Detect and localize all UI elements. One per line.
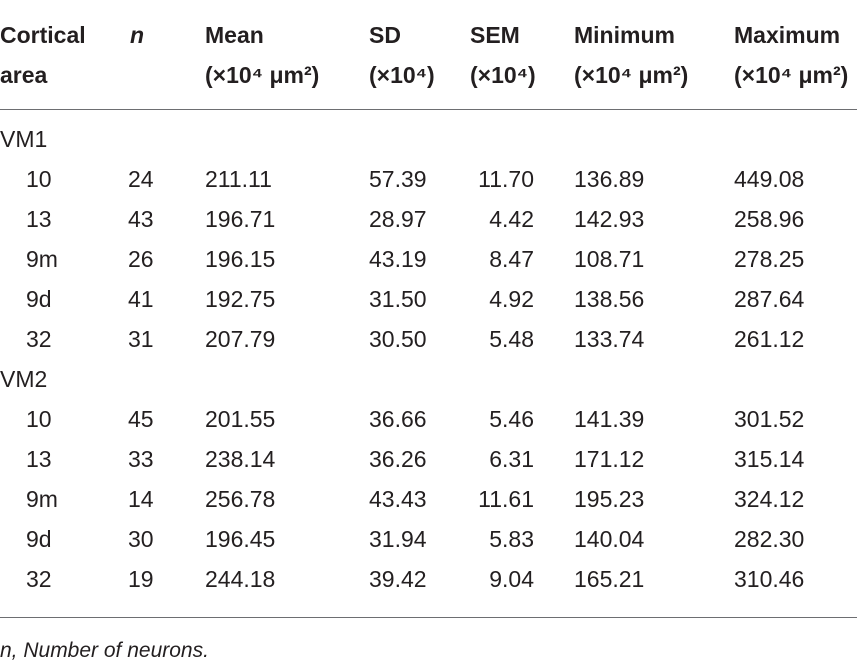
cell-sd: 31.50 [369, 286, 427, 312]
cell-sd: 30.50 [369, 326, 427, 352]
cell-sem: 4.42 [489, 206, 534, 232]
cell-n: 26 [128, 246, 154, 272]
header-sem: SEM (×10⁴) [470, 22, 536, 88]
header-cortical-area: Cortical area [0, 22, 86, 88]
cell-mean: 196.71 [205, 206, 276, 232]
cell-n: 19 [128, 566, 154, 592]
cell-n: 43 [128, 206, 154, 232]
cell-sem: 5.48 [489, 326, 534, 352]
cell-mean: 192.75 [205, 286, 276, 312]
header-sd: SD (×10⁴) [369, 22, 435, 88]
cell-mean: 211.11 [205, 166, 272, 192]
cell-n: 14 [128, 486, 154, 512]
group-row: VM2 [0, 359, 857, 399]
table-row: 13 33 238.14 36.26 6.31 171.12 315.14 [0, 439, 857, 479]
table-header: Cortical area n Mean (×10⁴ μm²) SD (×10⁴… [0, 0, 857, 109]
cell-maximum: 301.52 [734, 406, 805, 432]
cell-maximum: 261.12 [734, 326, 805, 352]
cell-sd: 36.26 [369, 446, 427, 472]
cell-sem: 9.04 [489, 566, 534, 592]
cell-sem: 11.61 [478, 486, 534, 512]
group-label: VM1 [0, 126, 48, 152]
cell-mean: 244.18 [205, 566, 276, 592]
cell-mean: 207.79 [205, 326, 276, 352]
cell-sd: 28.97 [369, 206, 427, 232]
cell-n: 45 [128, 406, 154, 432]
cell-minimum: 165.21 [574, 566, 645, 592]
table-row: 9d 30 196.45 31.94 5.83 140.04 282.30 [0, 519, 857, 559]
cell-minimum: 136.89 [574, 166, 645, 192]
table-row: 32 31 207.79 30.50 5.48 133.74 261.12 [0, 319, 857, 359]
table-row: 13 43 196.71 28.97 4.42 142.93 258.96 [0, 199, 857, 239]
cell-sd: 31.94 [369, 526, 427, 552]
group-label: VM2 [0, 366, 48, 392]
table-bottom-rule [0, 617, 857, 618]
cell-n: 30 [128, 526, 154, 552]
header-divider [0, 109, 857, 110]
cell-sd: 36.66 [369, 406, 427, 432]
cell-cortical-area: 9m [26, 486, 58, 512]
cell-mean: 196.45 [205, 526, 276, 552]
table-footnote: n, Number of neurons. [0, 639, 209, 662]
cell-mean: 201.55 [205, 406, 276, 432]
cell-sem: 5.83 [489, 526, 534, 552]
cell-cortical-area: 9d [26, 526, 52, 552]
cell-sem: 8.47 [489, 246, 534, 272]
cell-maximum: 282.30 [734, 526, 805, 552]
cell-maximum: 258.96 [734, 206, 805, 232]
table-row: 9d 41 192.75 31.50 4.92 138.56 287.64 [0, 279, 857, 319]
cell-sem: 6.31 [489, 446, 534, 472]
cell-minimum: 171.12 [574, 446, 645, 472]
cell-sem: 11.70 [478, 166, 534, 192]
cell-minimum: 138.56 [574, 286, 645, 312]
cell-n: 33 [128, 446, 154, 472]
cell-sem: 4.92 [489, 286, 534, 312]
cell-sem: 5.46 [489, 406, 534, 432]
cell-cortical-area: 13 [26, 446, 52, 472]
cell-n: 24 [128, 166, 154, 192]
table-row: 32 19 244.18 39.42 9.04 165.21 310.46 [0, 559, 857, 599]
cell-minimum: 133.74 [574, 326, 645, 352]
cell-maximum: 324.12 [734, 486, 805, 512]
cell-minimum: 141.39 [574, 406, 645, 432]
cell-mean: 256.78 [205, 486, 276, 512]
header-mean: Mean (×10⁴ μm²) [205, 22, 320, 88]
cell-sd: 57.39 [369, 166, 427, 192]
cell-maximum: 287.64 [734, 286, 805, 312]
cell-n: 41 [128, 286, 154, 312]
cell-cortical-area: 9m [26, 246, 58, 272]
cell-cortical-area: 32 [26, 326, 52, 352]
cell-maximum: 315.14 [734, 446, 805, 472]
cell-cortical-area: 10 [26, 166, 52, 192]
cell-cortical-area: 10 [26, 406, 52, 432]
cell-sd: 43.19 [369, 246, 427, 272]
table-row: 10 24 211.11 57.39 11.70 136.89 449.08 [0, 159, 857, 199]
cell-mean: 238.14 [205, 446, 276, 472]
cell-maximum: 310.46 [734, 566, 805, 592]
cell-sd: 39.42 [369, 566, 427, 592]
cell-maximum: 449.08 [734, 166, 805, 192]
cell-sd: 43.43 [369, 486, 427, 512]
cell-cortical-area: 13 [26, 206, 52, 232]
cell-minimum: 195.23 [574, 486, 645, 512]
cell-mean: 196.15 [205, 246, 276, 272]
table-row: 10 45 201.55 36.66 5.46 141.39 301.52 [0, 399, 857, 439]
cell-cortical-area: 9d [26, 286, 52, 312]
cell-cortical-area: 32 [26, 566, 52, 592]
header-n: n [130, 22, 145, 48]
cell-minimum: 140.04 [574, 526, 645, 552]
cell-minimum: 142.93 [574, 206, 645, 232]
table-row: 9m 26 196.15 43.19 8.47 108.71 278.25 [0, 239, 857, 279]
table-row: 9m 14 256.78 43.43 11.61 195.23 324.12 [0, 479, 857, 519]
cell-minimum: 108.71 [574, 246, 645, 272]
header-maximum: Maximum (×10⁴ μm²) [734, 22, 849, 88]
cell-maximum: 278.25 [734, 246, 805, 272]
header-minimum: Minimum (×10⁴ μm²) [574, 22, 689, 88]
cell-n: 31 [128, 326, 154, 352]
group-row: VM1 [0, 119, 857, 159]
